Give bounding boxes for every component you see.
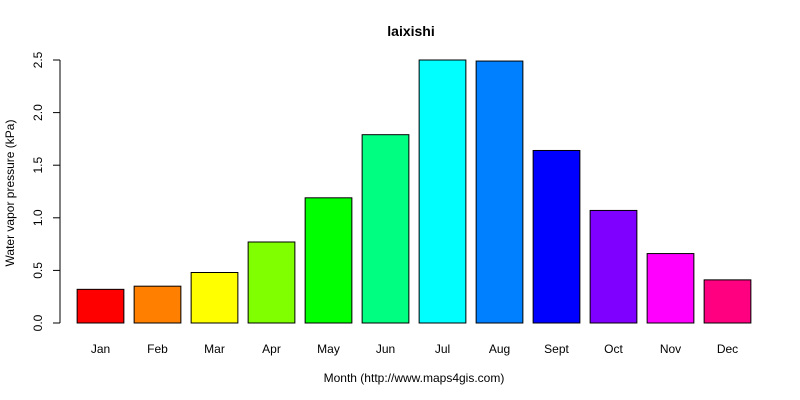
x-tick-label-feb: Feb [147, 342, 168, 356]
x-tick-label-mar: Mar [204, 342, 225, 356]
y-tick-label: 2.5 [31, 51, 45, 68]
x-tick-label-nov: Nov [660, 342, 681, 356]
bar-apr [247, 241, 296, 324]
bar-mar [190, 272, 239, 324]
x-tick-label-dec: Dec [717, 342, 738, 356]
y-tick-label: 1.0 [31, 209, 45, 226]
bar-dec [703, 279, 752, 324]
x-tick-label-apr: Apr [262, 342, 281, 356]
bar-may [304, 197, 353, 324]
bar-jan [76, 288, 125, 324]
y-tick-label: 0.0 [31, 314, 45, 331]
x-tick-label-sept: Sept [544, 342, 569, 356]
bar-oct [589, 209, 638, 324]
bar-aug [475, 60, 524, 324]
x-tick-label-jun: Jun [376, 342, 395, 356]
y-tick-label: 0.5 [31, 262, 45, 279]
x-tick-label-oct: Oct [604, 342, 623, 356]
x-tick-label-may: May [317, 342, 340, 356]
bar-feb [133, 285, 182, 324]
y-axis-label: Water vapor pressure (kPa) [3, 120, 17, 267]
bar-sept [532, 149, 581, 324]
x-tick-label-jan: Jan [91, 342, 110, 356]
chart-title: laixishi [387, 23, 434, 39]
x-tick-label-jul: Jul [435, 342, 450, 356]
x-axis-label: Month (http://www.maps4gis.com) [324, 371, 505, 385]
bar-jun [361, 134, 410, 324]
x-tick-labels: Jan Feb Mar Apr May Jun Jul Aug Sept Oct Nov Dec [91, 342, 738, 356]
bar-nov [646, 253, 695, 324]
bar-jul [418, 59, 467, 324]
y-axis: 0.0 0.5 1.0 1.5 2.0 2.5 [31, 51, 61, 331]
y-tick-label: 2.0 [31, 104, 45, 121]
bar-series [76, 59, 752, 324]
y-tick-label: 1.5 [31, 157, 45, 174]
x-tick-label-aug: Aug [489, 342, 510, 356]
